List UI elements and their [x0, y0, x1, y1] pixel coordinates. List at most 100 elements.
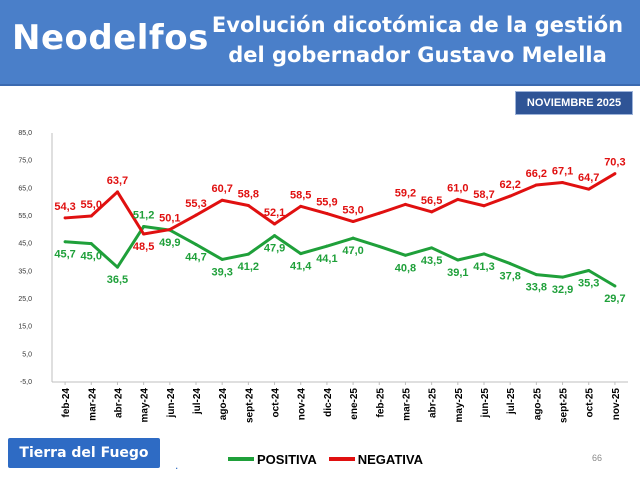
y-tick-label: 65,0 [18, 185, 32, 192]
y-tick-label: 25,0 [18, 296, 32, 303]
data-point-negativa [456, 197, 460, 201]
data-point-negativa [508, 194, 512, 198]
x-tick-label: ago-24 [218, 388, 229, 421]
data-label-negativa: 54,3 [54, 201, 75, 213]
data-point-negativa [534, 183, 538, 187]
data-label-positiva: 39,1 [447, 267, 468, 279]
legend-swatch-positiva [228, 457, 254, 461]
data-point-negativa [351, 220, 355, 224]
data-label-positiva: 43,5 [421, 255, 442, 267]
x-tick-label: sept-25 [559, 388, 570, 423]
data-label-negativa: 58,5 [290, 189, 311, 201]
data-label-positiva: 51,2 [133, 210, 154, 222]
data-point-positiva [325, 244, 329, 248]
x-tick-label: oct-25 [585, 388, 596, 418]
data-point-negativa [220, 198, 224, 202]
legend-label-negativa: NEGATIVA [357, 451, 423, 467]
data-label-positiva: 45,7 [54, 249, 75, 261]
data-label-negativa: 64,7 [578, 172, 599, 184]
data-point-positiva [613, 284, 617, 288]
data-label-negativa: 55,3 [185, 198, 206, 210]
x-tick-label: feb-25 [375, 388, 386, 418]
data-point-positiva [142, 225, 146, 229]
data-label-negativa: 52,1 [264, 207, 285, 219]
data-point-positiva [220, 257, 224, 261]
data-label-negativa: 61,0 [447, 182, 468, 194]
x-tick-label: mar-25 [401, 388, 412, 421]
x-tick-label: ago-25 [532, 388, 543, 421]
data-label-positiva: 36,5 [107, 274, 128, 286]
data-label-negativa: 50,1 [159, 213, 180, 225]
x-tick-label: mar-24 [87, 388, 98, 421]
x-tick-label: may-24 [140, 388, 151, 423]
decorative-dot: . [175, 458, 179, 472]
data-point-positiva [115, 265, 119, 269]
data-label-positiva: 29,7 [604, 293, 625, 305]
data-point-negativa [273, 222, 277, 226]
data-label-positiva: 40,8 [395, 262, 416, 274]
x-tick-label: jun-25 [480, 388, 491, 419]
data-label-positiva: 37,8 [499, 271, 520, 283]
data-point-positiva [430, 246, 434, 250]
data-point-negativa [168, 228, 172, 232]
data-point-positiva [63, 240, 67, 244]
data-label-negativa: 67,1 [552, 166, 573, 178]
data-point-positiva [377, 244, 381, 248]
data-point-negativa [142, 232, 146, 236]
data-point-negativa [325, 212, 329, 216]
data-label-negativa: 70,3 [604, 157, 625, 169]
data-label-positiva: 47,0 [342, 245, 363, 257]
y-tick-label: 85,0 [18, 130, 32, 137]
data-point-positiva [482, 252, 486, 256]
data-point-positiva [561, 275, 565, 279]
data-label-negativa: 58,8 [238, 188, 259, 200]
data-point-negativa [246, 203, 250, 207]
x-tick-label: nov-25 [611, 388, 622, 421]
title-line-2: del gobernador Gustavo Melella [228, 43, 607, 67]
page-number: 66 [592, 453, 603, 463]
x-tick-label: jul-25 [506, 388, 517, 416]
y-tick-label: 15,0 [18, 324, 32, 331]
data-point-negativa [89, 214, 93, 218]
y-tick-label: 75,0 [18, 158, 32, 165]
data-label-positiva: 49,9 [159, 237, 180, 249]
y-tick-label: 45,0 [18, 241, 32, 248]
data-label-negativa: 48,5 [133, 241, 154, 253]
data-point-negativa [194, 213, 198, 217]
y-tick-label: -5,0 [20, 379, 32, 386]
x-tick-label: nov-24 [297, 388, 308, 421]
legend-item-negativa: NEGATIVA [328, 451, 423, 467]
data-label-positiva: 41,2 [238, 261, 259, 273]
data-point-negativa [63, 216, 67, 220]
data-point-negativa [430, 210, 434, 214]
data-point-positiva [351, 236, 355, 240]
x-tick-label: feb-24 [61, 388, 72, 418]
title-line-1: Evolución dicotómica de la gestión [211, 13, 624, 37]
x-tick-label: sept-24 [244, 388, 255, 423]
x-tick-label: ene-25 [349, 388, 360, 420]
data-point-positiva [456, 258, 460, 262]
data-point-negativa [115, 190, 119, 194]
y-tick-label: 5,0 [22, 351, 32, 358]
data-point-negativa [299, 204, 303, 208]
data-point-positiva [534, 273, 538, 277]
x-tick-label: may-25 [454, 388, 465, 423]
data-point-positiva [508, 262, 512, 266]
series-line-negativa [64, 172, 616, 236]
data-point-positiva [587, 269, 591, 273]
data-label-negativa: 59,2 [395, 187, 416, 199]
chart-legend: POSITIVA NEGATIVA [228, 450, 435, 468]
data-label-positiva: 32,9 [552, 284, 573, 296]
x-tick-label: oct-24 [271, 388, 282, 418]
data-label-negativa: 62,2 [499, 179, 520, 191]
data-point-negativa [613, 172, 617, 176]
data-point-negativa [561, 181, 565, 185]
data-label-negativa: 66,2 [526, 168, 547, 180]
data-label-negativa: 60,7 [211, 183, 232, 195]
x-tick-label: jun-24 [166, 388, 177, 419]
date-badge: NOVIEMBRE 2025 [515, 91, 633, 115]
brand-name: Neodelfos [12, 18, 209, 58]
data-label-negativa: 55,9 [316, 197, 337, 209]
series-line-positiva [64, 225, 616, 288]
